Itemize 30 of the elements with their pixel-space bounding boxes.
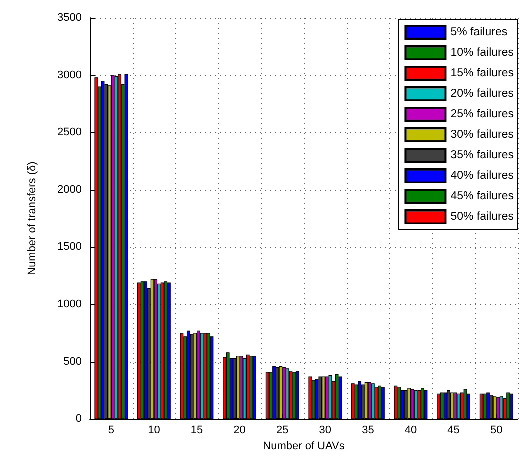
y-tick-label: 3500 — [58, 12, 82, 24]
x-tick-label: 45 — [448, 424, 460, 437]
legend-label: 15% failures — [450, 68, 514, 80]
x-tick-label: 25 — [276, 424, 289, 437]
legend-label: 40% failures — [450, 170, 514, 182]
legend-label: 45% failures — [450, 190, 514, 202]
x-tick-label: 20 — [234, 424, 246, 437]
y-tick-label: 3000 — [58, 69, 82, 82]
y-tick-label: 1000 — [58, 298, 82, 310]
x-tick-label: 30 — [319, 424, 332, 437]
legend-label: 10% failures — [450, 47, 514, 59]
legend-label: 25% failures — [450, 108, 514, 120]
legend-label: 5% failures — [450, 26, 508, 38]
legend-label: 50% failures — [450, 211, 514, 223]
x-tick-label: 35 — [362, 424, 374, 437]
x-tick-label: 50 — [490, 424, 503, 437]
y-tick-label: 2500 — [58, 126, 82, 139]
x-tick-label: 15 — [190, 424, 204, 437]
x-tick-label: 10 — [148, 424, 160, 437]
x-tick-label: 5 — [108, 424, 114, 437]
y-tick-label: 2000 — [58, 184, 82, 196]
legend-label: 35% failures — [450, 150, 514, 162]
legend-label: 20% failures — [450, 88, 514, 100]
y-tick-label: 0 — [76, 413, 82, 426]
legend-label: 30% failures — [450, 129, 514, 141]
y-tick-label: 500 — [64, 356, 82, 368]
x-axis-title: Number of UAVs — [263, 440, 346, 452]
x-tick-label: 40 — [404, 424, 418, 437]
y-axis-title: Number of transfers (δ) — [26, 162, 38, 276]
y-tick-label: 1500 — [58, 241, 82, 254]
